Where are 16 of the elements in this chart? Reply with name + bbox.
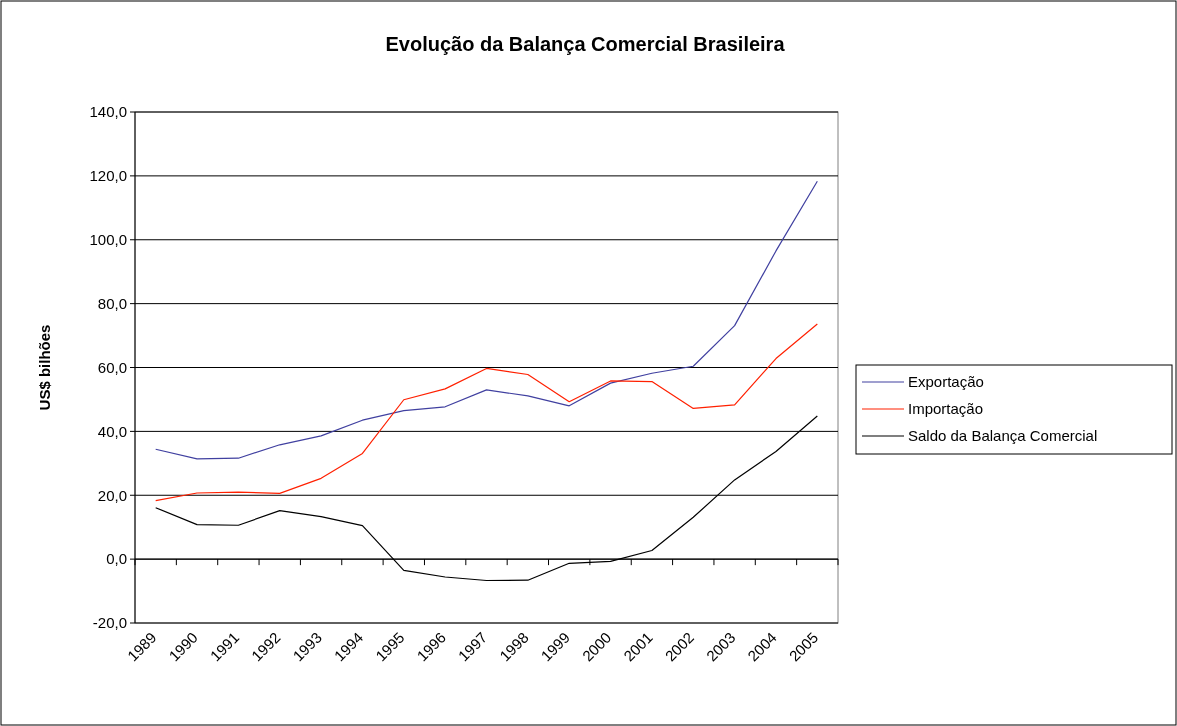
line-series <box>155 180 818 460</box>
y-tick-label: 140,0 <box>89 103 127 121</box>
legend-label: Saldo da Balança Comercial <box>908 427 1098 445</box>
legend-label: Exportação <box>908 373 984 391</box>
y-tick-label: 80,0 <box>97 294 127 312</box>
y-tick-label: -20,0 <box>92 614 127 632</box>
line-series <box>155 323 818 502</box>
chart-title: Evolução da Balança Comercial Brasileira <box>385 33 786 55</box>
y-tick-label: 120,0 <box>89 167 127 185</box>
y-tick-label: 0,0 <box>106 550 127 568</box>
y-tick-label: 100,0 <box>89 231 127 248</box>
legend-label: Importação <box>908 400 984 418</box>
y-tick-label: 40,0 <box>97 422 127 440</box>
y-tick-label: 20,0 <box>97 486 127 504</box>
y-axis-title: US$ bilhões <box>36 324 53 411</box>
y-tick-label: 60,0 <box>97 358 127 376</box>
